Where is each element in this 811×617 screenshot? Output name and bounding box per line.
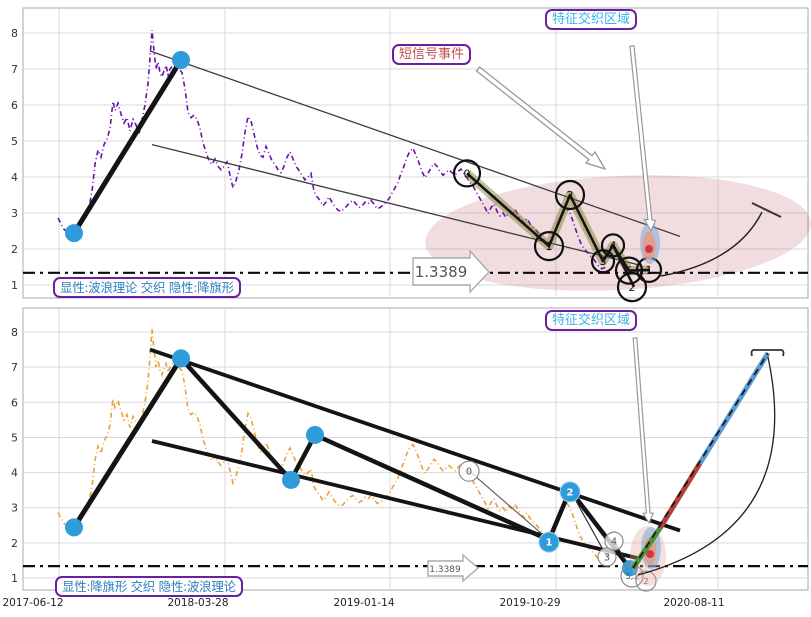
wave-number-circle	[559, 481, 581, 503]
marker-red-dot	[646, 550, 654, 558]
projection-cap	[751, 202, 782, 218]
wave-number-circle	[554, 179, 586, 211]
pivot-dot	[172, 349, 190, 368]
y-tick-label: 6	[11, 396, 18, 409]
channel-upper	[149, 50, 681, 238]
price-level-callout	[412, 249, 490, 294]
y-tick-label: 8	[11, 27, 18, 40]
price-level-callout	[427, 553, 480, 583]
wave-number: 0	[466, 467, 472, 478]
price-level-value: 1.3389	[429, 565, 461, 575]
wave-number: 0	[464, 167, 471, 180]
pivot-dot	[65, 224, 83, 243]
pivot-dot	[65, 518, 83, 537]
wave-number-circle	[458, 460, 480, 482]
x-tick-label: 2018-03-28	[167, 597, 228, 609]
y-tick-label: 5	[11, 135, 18, 148]
y-tick-label: 3	[11, 207, 18, 220]
feature-zone-ellipse	[425, 175, 811, 291]
feature-zone-label-top: 特征交织区域	[545, 9, 638, 30]
wave-number: 4	[611, 537, 617, 548]
impulse-line	[71, 57, 184, 236]
wave-line	[466, 172, 651, 272]
wave-number-circle	[538, 531, 560, 553]
forecast-dash-overlay	[632, 352, 769, 569]
pointer-arrow-icon	[632, 337, 655, 525]
wave-number: 3	[600, 255, 607, 268]
wave-number: 1	[546, 538, 553, 549]
x-tick-label: 2019-10-29	[499, 597, 560, 609]
wave-cross	[611, 244, 636, 288]
wave-number: 3	[604, 552, 610, 563]
channel-lower	[151, 143, 641, 266]
wave-number: 1	[546, 240, 553, 253]
y-tick-label: 7	[11, 361, 18, 374]
wave-number-circle	[597, 547, 617, 567]
wave-number-circle	[604, 531, 624, 551]
wave-thin-01	[466, 468, 550, 541]
wave-number-circle	[614, 256, 644, 285]
wave-number: 2	[643, 577, 648, 586]
wave-number-circle	[533, 231, 565, 262]
pivot-dot	[306, 425, 324, 444]
panel-border	[22, 307, 809, 591]
forecast-target-cap	[750, 348, 785, 357]
y-tick-label: 4	[11, 171, 18, 184]
channel-upper	[149, 347, 681, 533]
x-tick-label: 2019-01-14	[333, 597, 394, 609]
impulse-line	[71, 355, 184, 530]
panel-caption-bottom: 显性:降旗形 交织 隐性:波浪理论	[55, 576, 243, 597]
pointer-arrow-icon	[475, 66, 607, 171]
panel-caption-top: 显性:波浪理论 交织 隐性:降旗形	[53, 277, 241, 298]
y-tick-label: 4	[11, 467, 18, 480]
y-tick-label: 7	[11, 63, 18, 76]
x-tick-label: 2017-06-12	[2, 597, 63, 609]
y-tick-label: 8	[11, 326, 18, 339]
price-level-value: 1.3389	[415, 263, 468, 281]
wave-number: 2	[567, 189, 574, 202]
wave-number-circle	[616, 272, 648, 303]
wave-number: 2	[629, 281, 636, 294]
feature-zone-label-bottom: 特征交织区域	[545, 310, 638, 331]
wave-number: 5,1	[626, 572, 639, 581]
pointer-arrow-icon	[629, 45, 657, 233]
price-line	[57, 329, 607, 564]
forecast-segment	[657, 461, 703, 530]
wave-number: 2	[567, 487, 574, 498]
y-tick-label: 1	[11, 279, 18, 292]
wave-number: 1	[646, 264, 653, 277]
y-tick-label: 3	[11, 502, 18, 515]
y-tick-label: 1	[11, 572, 18, 585]
wave-number-circle	[452, 159, 482, 188]
y-tick-label: 2	[11, 537, 18, 550]
wave-number: 4	[610, 239, 617, 252]
projection-curve	[660, 211, 763, 277]
y-tick-label: 2	[11, 243, 18, 256]
pivot-dot	[172, 51, 190, 69]
pivot-dot	[282, 470, 300, 489]
wave-number-circle	[600, 233, 626, 258]
flag-line	[179, 356, 632, 570]
marker-red-dot	[645, 245, 653, 253]
y-tick-label: 5	[11, 431, 18, 444]
x-tick-label: 2020-08-11	[663, 597, 724, 609]
short-signal-label: 短信号事件	[392, 44, 472, 65]
projection-curve	[637, 356, 776, 576]
wave-number-circle	[635, 570, 657, 592]
gridlines	[23, 308, 808, 590]
y-tick-label: 6	[11, 99, 18, 112]
wave-number: 5	[626, 265, 633, 278]
